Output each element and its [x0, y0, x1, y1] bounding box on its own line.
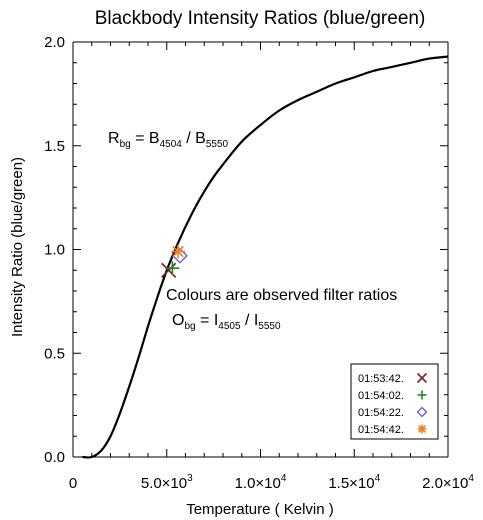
x-tick-label: 1.0×104 [235, 473, 287, 492]
obg-sub2: 4505 [218, 321, 241, 332]
blackbody-ratio-curve [82, 55, 449, 459]
y-tick-label: 1.0 [44, 242, 65, 259]
y-tick-label: 1.5 [44, 138, 65, 155]
marker-x-0 [161, 262, 177, 278]
legend-marker-x [416, 372, 428, 384]
legend-marker-asterisk-stroke [418, 425, 426, 433]
legend-marker-asterisk [417, 424, 427, 434]
y-tick-label: 0.5 [44, 345, 65, 362]
y-axis-ticks: 0.0 0.5 1.0 1.5 2.0 [44, 34, 448, 466]
marker-x-0-stroke [161, 262, 177, 278]
x-axis-ticks: 0 5.0×103 1.0×104 1.5×104 2.0×104 [69, 42, 474, 492]
rbg-sub2: 4504 [160, 139, 183, 150]
legend-marker-diamond [416, 406, 428, 418]
x-tick-exponent: 4 [468, 473, 474, 484]
rbg-sub3: 5550 [206, 139, 229, 150]
obg-sub: bg [184, 321, 195, 332]
obg-div: / I [241, 312, 259, 329]
y-tick-label: 0.0 [44, 449, 65, 466]
legend-marker-x-stroke [416, 372, 428, 384]
obg-sub3: 5550 [258, 321, 281, 332]
obg-main: O [172, 312, 184, 329]
marker-plus-1 [165, 261, 180, 276]
legend-label: 01:54:02. [358, 390, 404, 402]
legend-marker-diamond-shape [416, 406, 428, 418]
x-tick-exponent: 4 [281, 473, 287, 484]
y-tick-label: 2.0 [44, 34, 65, 51]
x-tick-label: 2.0×104 [422, 473, 474, 492]
marker-asterisk-3-stroke [172, 245, 184, 258]
x-tick-label: 1.5×104 [328, 473, 380, 492]
x-tick-mantissa: 5.0×10 [141, 475, 187, 492]
marker-asterisk-3 [171, 244, 185, 259]
rbg-formula: Rbg = B4504 / B5550 [108, 130, 229, 150]
y-axis-label: Intensity Ratio (blue/green) [9, 157, 26, 337]
legend-label: 01:54:22. [358, 407, 404, 419]
chart-title: Blackbody Intensity Ratios (blue/green) [95, 8, 426, 29]
x-tick-mantissa: 2.0×10 [422, 475, 468, 492]
rbg-eq: = B [131, 130, 160, 147]
legend: 01:53:42. 01:54:02. 01:54:22. 01:54:42. [350, 363, 439, 440]
x-tick-label: 0 [69, 475, 77, 492]
x-tick-exponent: 4 [375, 473, 381, 484]
legend-label: 01:53:42. [358, 373, 404, 385]
legend-label: 01:54:42. [358, 424, 404, 436]
rbg-sub: bg [120, 139, 131, 150]
legend-marker-plus [417, 390, 427, 400]
x-tick-mantissa: 1.5×10 [328, 475, 374, 492]
observed-note: Colours are observed filter ratios [166, 287, 397, 304]
x-tick-exponent: 3 [187, 473, 193, 484]
x-tick-mantissa: 1.0×10 [235, 475, 281, 492]
x-axis-label: Temperature ( Kelvin ) [186, 501, 334, 518]
obg-eq: = I [196, 312, 219, 329]
obg-formula: Obg = I4505 / I5550 [172, 312, 281, 332]
rbg-div: / B [182, 130, 206, 147]
observed-ratio-markers [161, 244, 188, 278]
x-tick-label: 5.0×103 [141, 473, 193, 492]
rbg-main: R [108, 130, 120, 147]
